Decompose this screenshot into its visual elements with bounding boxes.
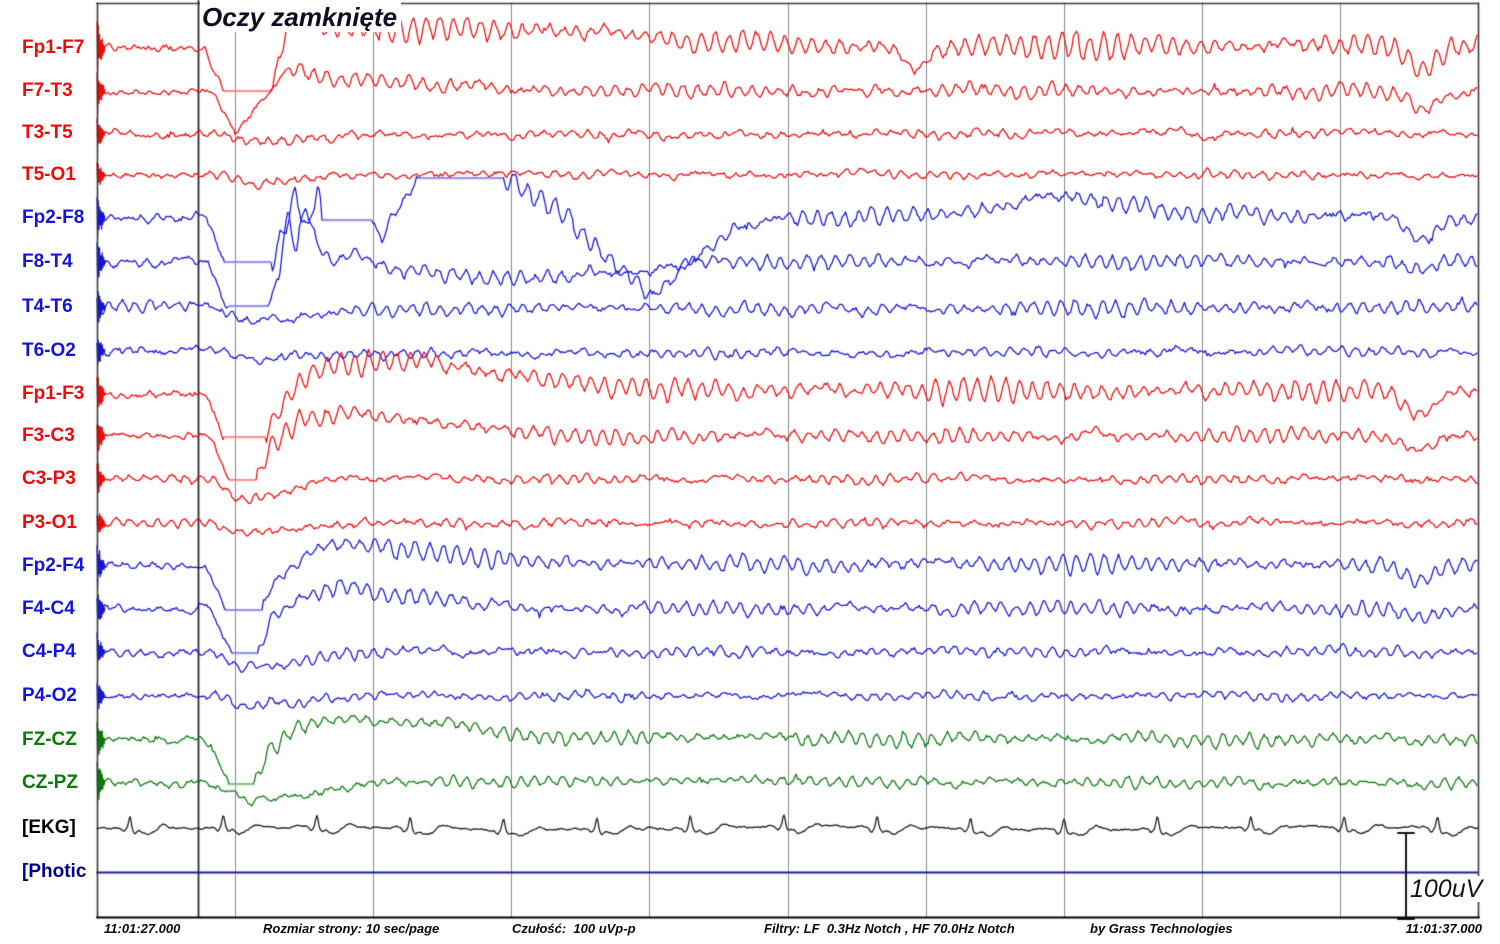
channel-label-f7-t3: F7-T3 [22, 80, 73, 101]
channel-label-fp2-f8: Fp2-F8 [22, 207, 85, 228]
channel-label-fp1-f7: Fp1-F7 [22, 37, 85, 58]
channel-label-p4-o2: P4-O2 [22, 685, 77, 706]
channel-label-f3-c3: F3-C3 [22, 425, 75, 446]
channel-label-t5-o1: T5-O1 [22, 164, 76, 185]
channel-label-t4-t6: T4-T6 [22, 296, 73, 317]
channel-label-fp1-f3: Fp1-F3 [22, 383, 85, 404]
channel-label-ekg: [EKG] [22, 817, 76, 838]
channel-label-t6-o2: T6-O2 [22, 340, 76, 361]
channel-label-f4-c4: F4-C4 [22, 598, 75, 619]
status-vendor: by Grass Technologies [1090, 921, 1233, 936]
status-filters: Filtry: LF 0.3Hz Notch , HF 70.0Hz Notch [764, 921, 1015, 936]
calibration-scale-label: 100uV [1410, 875, 1483, 903]
status-page-size: Rozmiar strony: 10 sec/page [263, 921, 440, 936]
annotation-eyes-closed: Oczy zamknięte [200, 0, 402, 33]
status-time-end: 11:01:37.000 [1405, 921, 1482, 936]
channel-label-t3-t5: T3-T5 [22, 122, 73, 143]
channel-label-p3-o1: P3-O1 [22, 512, 77, 533]
channel-label-photic: [Photic [22, 861, 87, 882]
status-time-start: 11:01:27.000 [104, 921, 181, 936]
channel-label-cz-pz: CZ-PZ [22, 772, 78, 793]
status-sensitivity: Czułość: 100 uVp-p [512, 921, 636, 936]
channel-label-c3-p3: C3-P3 [22, 468, 76, 489]
channel-label-c4-p4: C4-P4 [22, 641, 76, 662]
channel-label-f8-t4: F8-T4 [22, 251, 73, 272]
channel-label-fz-cz: FZ-CZ [22, 729, 77, 750]
channel-label-fp2-f4: Fp2-F4 [22, 555, 85, 576]
